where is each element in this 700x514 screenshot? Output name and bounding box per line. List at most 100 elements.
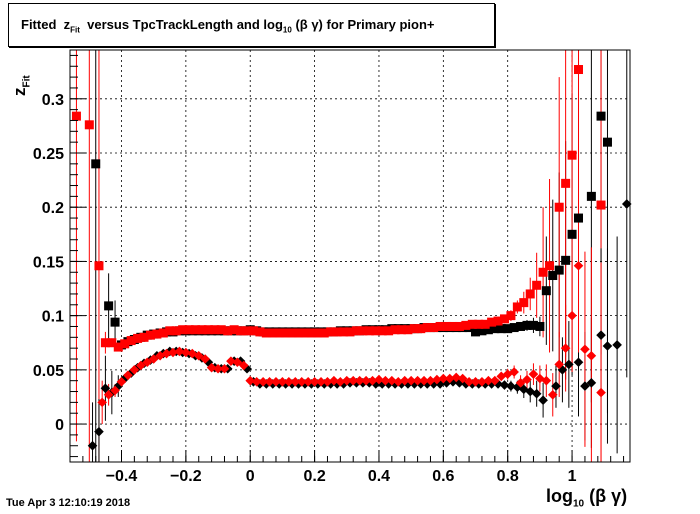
square-marker (371, 326, 381, 336)
diamond-marker (602, 341, 613, 351)
square-marker (525, 289, 535, 299)
diamond-marker (116, 376, 127, 387)
timestamp: Tue Apr 3 12:10:19 2018 (6, 497, 131, 509)
square-marker (499, 314, 509, 324)
diamond-marker (181, 347, 191, 358)
diamond-marker (100, 383, 111, 394)
square-marker (538, 267, 548, 277)
square-marker (84, 120, 94, 130)
diamond-marker (412, 375, 423, 386)
square-marker (467, 319, 477, 329)
diamond-marker (399, 375, 410, 386)
square-marker (126, 336, 136, 346)
diamond-marker (309, 376, 320, 387)
plot-frame (69, 49, 631, 463)
square-marker (184, 325, 194, 335)
diamond-marker (168, 347, 178, 358)
diamond-marker (290, 376, 301, 387)
square-marker (503, 324, 513, 334)
diamond-marker (580, 344, 590, 355)
square-marker (261, 328, 271, 338)
square-marker (512, 302, 522, 312)
square-marker (403, 325, 413, 335)
square-marker (422, 323, 432, 333)
diamond-marker (538, 395, 548, 405)
x-tick-label: −0.2 (170, 468, 202, 485)
diamond-marker (94, 426, 104, 437)
diamond-marker (284, 376, 294, 387)
diamond-marker (451, 372, 462, 383)
square-marker (416, 324, 426, 334)
square-marker (120, 339, 130, 349)
square-marker (104, 301, 114, 311)
square-marker (377, 326, 387, 336)
square-marker (528, 320, 538, 330)
square-marker (281, 328, 291, 338)
diamond-marker (425, 375, 436, 386)
square-marker (71, 111, 81, 121)
diamond-marker (393, 376, 404, 387)
square-marker (229, 325, 239, 335)
diamond-marker (560, 343, 571, 353)
diamond-marker (380, 375, 391, 386)
square-marker (448, 321, 458, 331)
x-tick-label: −0.4 (106, 468, 138, 485)
square-marker (223, 326, 233, 336)
diamond-marker (193, 350, 204, 361)
title-suffix: (β γ) for Primary pion+ (295, 17, 435, 32)
diamond-marker (142, 357, 153, 368)
xlabel-main: log (546, 486, 573, 506)
square-marker (548, 271, 558, 281)
diamond-marker (515, 378, 526, 388)
square-marker (197, 325, 207, 335)
x-axis-label: log10 (β γ) (546, 486, 627, 510)
diamond-marker (322, 376, 333, 387)
diamond-marker (528, 369, 539, 379)
diamond-marker (242, 363, 252, 374)
square-marker (326, 327, 336, 337)
square-marker (532, 280, 542, 290)
square-marker (191, 325, 201, 335)
diamond-marker (502, 369, 513, 379)
square-marker (216, 325, 226, 335)
diamond-marker (531, 388, 542, 399)
square-marker (287, 328, 297, 338)
diamond-marker (97, 397, 107, 408)
title-z: z (63, 17, 71, 32)
y-tick-label: 0.2 (42, 200, 64, 217)
diamond-marker (580, 381, 590, 391)
square-marker (255, 327, 265, 337)
diamond-marker (464, 376, 474, 387)
square-marker (442, 321, 452, 331)
square-marker (165, 326, 175, 336)
square-marker (236, 326, 246, 336)
diamond-marker (361, 375, 371, 386)
square-marker (248, 326, 258, 336)
square-marker (567, 229, 577, 239)
title-box: Fitted zFit versus TpcTrackLength and lo… (8, 3, 495, 47)
title-prefix: Fitted (21, 17, 57, 32)
square-marker (567, 150, 577, 160)
square-marker (345, 327, 355, 337)
chart-title: Fitted zFit versus TpcTrackLength and lo… (21, 17, 435, 35)
axis-ticks (69, 54, 625, 462)
square-marker (396, 325, 406, 335)
square-marker (596, 200, 606, 210)
diamond-marker (512, 382, 523, 392)
square-marker (300, 328, 310, 338)
x-tick-label: 0 (246, 468, 255, 485)
square-marker (91, 159, 101, 169)
square-marker (268, 328, 278, 338)
diamond-marker (496, 371, 507, 382)
square-marker (113, 342, 123, 352)
square-marker (171, 326, 181, 336)
y-tick-label: 0.25 (33, 146, 64, 163)
ylabel-sub: Fit (21, 75, 33, 88)
diamond-marker (129, 365, 140, 375)
square-marker (152, 329, 162, 339)
y-tick-label: 0 (55, 417, 64, 434)
square-marker (496, 324, 506, 334)
diamond-marker (136, 360, 146, 371)
diamond-marker (509, 367, 519, 377)
diamond-marker (567, 310, 577, 321)
